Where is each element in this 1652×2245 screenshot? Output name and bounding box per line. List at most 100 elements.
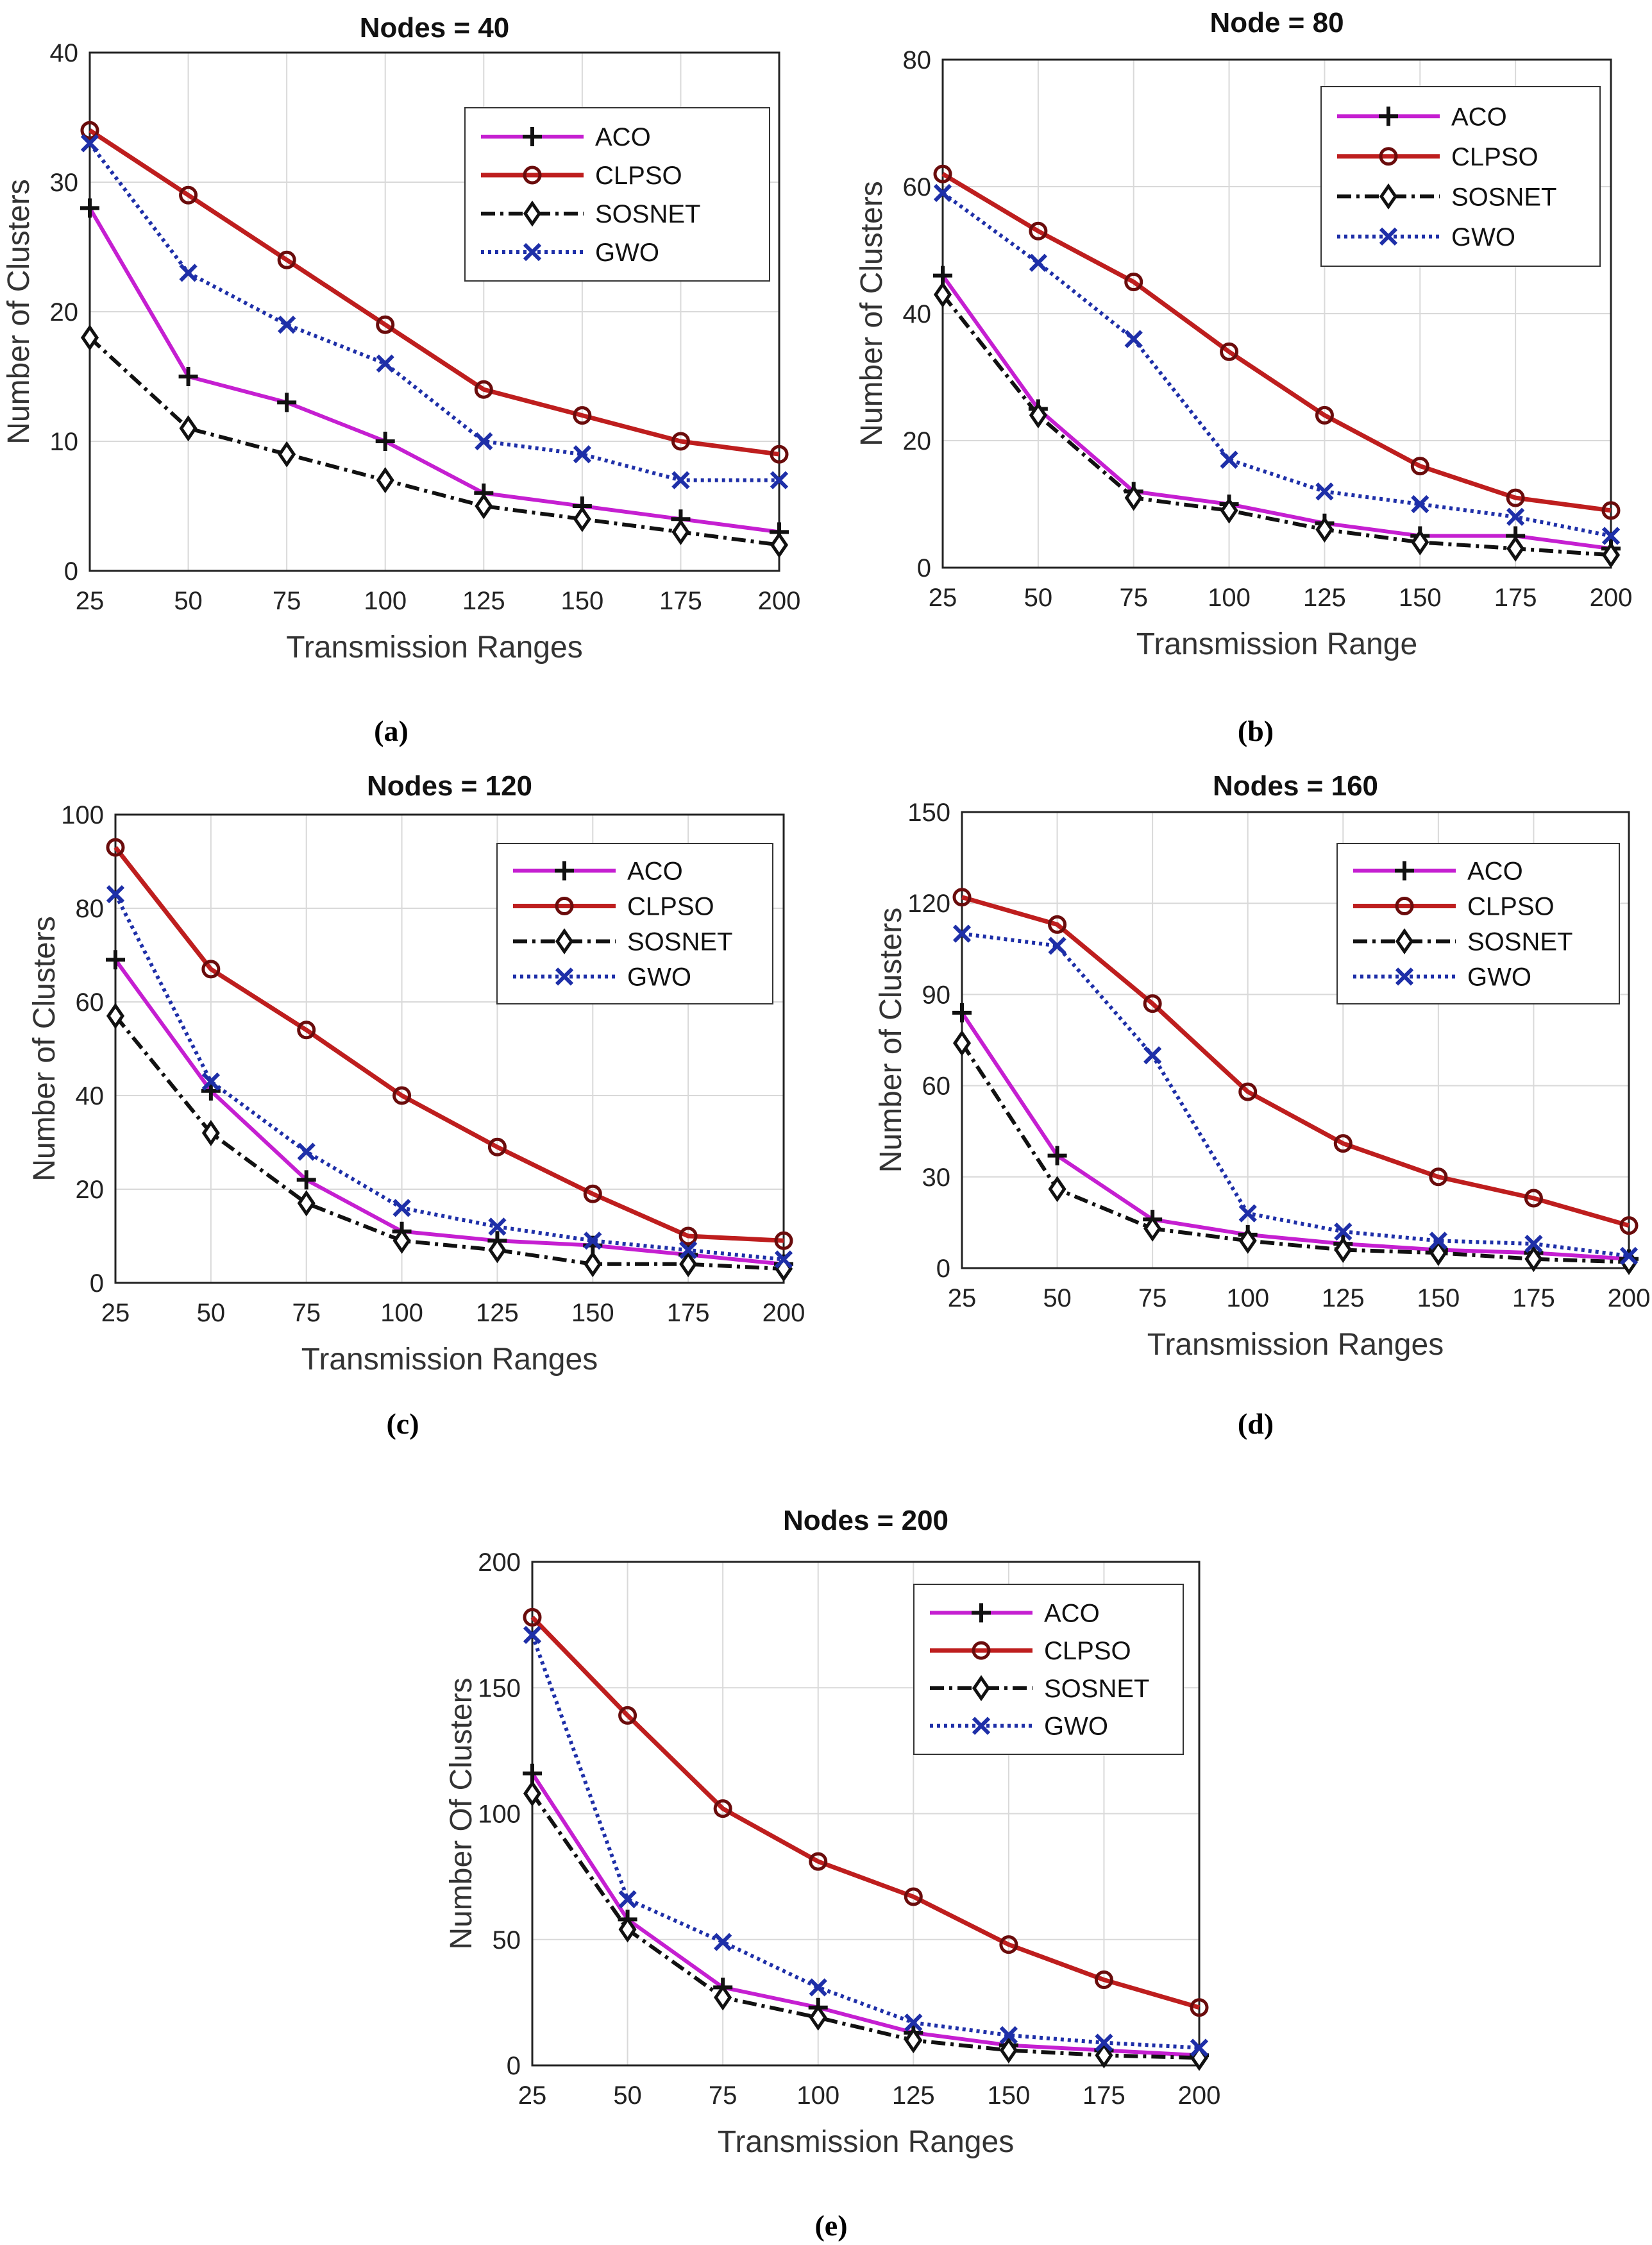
- x-tick-label: 100: [1226, 1284, 1269, 1312]
- data-point-gwo: [523, 1625, 542, 1644]
- y-tick-label: 150: [907, 799, 950, 827]
- data-point-gwo: [1315, 482, 1334, 501]
- data-point-sosnet: [1124, 484, 1143, 511]
- series-line-sosnet: [960, 1042, 1630, 1264]
- x-tick-label: 100: [1208, 584, 1251, 612]
- data-point-clpso: [179, 185, 198, 205]
- y-tick-label: 40: [903, 300, 932, 328]
- x-tick-label: 125: [1322, 1284, 1365, 1312]
- y-tick-label: 80: [76, 895, 105, 923]
- data-point-gwo: [1190, 2038, 1209, 2057]
- series-line-sosnet: [114, 1015, 784, 1271]
- x-tick-label: 200: [1178, 2081, 1221, 2110]
- x-tick-label: 75: [273, 587, 301, 615]
- series-line-aco: [114, 958, 784, 1266]
- data-point-sosnet: [933, 281, 952, 308]
- legend-label-gwo: GWO: [595, 239, 659, 267]
- series-line-clpso: [961, 895, 1630, 1228]
- legend-label-sosnet: SOSNET: [627, 928, 732, 956]
- data-point-gwo: [1429, 1232, 1447, 1250]
- data-point-gwo: [573, 445, 591, 464]
- x-tick-label: 150: [560, 587, 603, 615]
- legend-marker-sosnet: [1395, 928, 1414, 954]
- data-point-clpso: [297, 1021, 316, 1040]
- legend-marker-aco: [1395, 861, 1414, 881]
- x-tick-label: 150: [1417, 1284, 1460, 1312]
- data-point-sosnet: [1506, 535, 1525, 562]
- legend-label-aco: ACO: [627, 858, 683, 886]
- x-tick-label: 175: [1494, 584, 1537, 612]
- y-tick-label: 150: [478, 1674, 521, 1702]
- panel-caption: (b): [1238, 715, 1274, 747]
- y-tick-label: 200: [478, 1548, 521, 1577]
- data-point-sosnet: [679, 1251, 698, 1278]
- legend: ACO CLPSO SOSNET GWO: [1336, 843, 1620, 1004]
- legend-label-clpso: CLPSO: [595, 162, 682, 190]
- legend-label-gwo: GWO: [627, 963, 691, 992]
- data-point-clpso: [1524, 1189, 1543, 1208]
- legend-marker-sosnet: [523, 200, 542, 227]
- y-tick-label: 50: [493, 1926, 521, 1954]
- data-point-sosnet: [1601, 541, 1621, 568]
- data-point-sosnet: [1143, 1215, 1162, 1242]
- x-tick-label: 25: [101, 1299, 130, 1327]
- y-axis-label: Number of Clusters: [28, 916, 62, 1181]
- x-tick-label: 100: [364, 587, 407, 615]
- data-point-gwo: [809, 1978, 827, 1997]
- data-point-sosnet: [809, 2004, 827, 2031]
- data-point-sosnet: [770, 532, 789, 559]
- data-point-sosnet: [201, 1119, 220, 1146]
- data-point-gwo: [584, 1232, 602, 1250]
- y-tick-label: 10: [50, 428, 79, 456]
- chart-title: Nodes = 200: [783, 1505, 948, 1536]
- legend-marker-gwo: [523, 242, 542, 262]
- data-point-sosnet: [106, 1003, 125, 1029]
- data-point-clpso: [1333, 1134, 1353, 1153]
- x-tick-label: 150: [1399, 584, 1442, 612]
- panel-caption: (d): [1238, 1407, 1274, 1440]
- x-tick-label: 75: [1119, 584, 1148, 612]
- legend-marker-clpso: [555, 897, 574, 915]
- y-tick-label: 0: [64, 557, 78, 586]
- legend: ACO CLPSO SOSNET GWO: [464, 107, 770, 282]
- legend-label-gwo: GWO: [1451, 223, 1515, 251]
- data-point-sosnet: [618, 1916, 637, 1943]
- chart-title: Nodes = 40: [360, 12, 510, 44]
- series-line-sosnet: [88, 336, 780, 547]
- legend-label-sosnet: SOSNET: [1451, 183, 1556, 211]
- y-tick-label: 0: [917, 554, 931, 582]
- data-point-clpso: [678, 1226, 698, 1246]
- data-point-sosnet: [80, 324, 99, 351]
- data-point-clpso: [1220, 342, 1239, 361]
- x-tick-label: 100: [796, 2081, 839, 2110]
- series-line-clpso: [941, 172, 1612, 513]
- y-tick-label: 0: [90, 1269, 104, 1298]
- y-axis-label: Number of Clusters: [874, 908, 908, 1173]
- data-point-aco: [296, 1170, 316, 1190]
- x-axis-label: Transmission Range: [1136, 627, 1417, 661]
- data-point-aco: [952, 1003, 972, 1022]
- data-point-clpso: [1601, 501, 1621, 520]
- legend-label-aco: ACO: [595, 123, 651, 151]
- data-point-sosnet: [904, 2027, 923, 2054]
- data-point-clpso: [573, 406, 592, 425]
- legend-label-sosnet: SOSNET: [595, 200, 700, 228]
- chart-panel-c: 25 50 75 100 125 150 175 200 0 20 40 60 80 100 Nodes =…: [28, 770, 805, 1440]
- data-point-sosnet: [1411, 529, 1429, 555]
- data-point-clpso: [1506, 488, 1525, 507]
- y-tick-label: 100: [61, 801, 104, 829]
- x-tick-label: 125: [1303, 584, 1346, 612]
- data-point-sosnet: [297, 1190, 316, 1217]
- data-point-gwo: [1334, 1222, 1353, 1241]
- x-tick-label: 50: [1043, 1284, 1072, 1312]
- data-point-clpso: [1124, 273, 1143, 291]
- data-point-sosnet: [1429, 1239, 1447, 1266]
- data-point-clpso: [713, 1799, 732, 1818]
- y-tick-label: 40: [50, 39, 79, 67]
- legend-marker-aco: [1379, 106, 1398, 126]
- data-point-gwo: [999, 2026, 1018, 2045]
- data-point-gwo: [671, 471, 690, 489]
- data-point-sosnet: [475, 493, 493, 520]
- legend-marker-clpso: [1395, 897, 1414, 915]
- legend-label-sosnet: SOSNET: [1044, 1675, 1149, 1703]
